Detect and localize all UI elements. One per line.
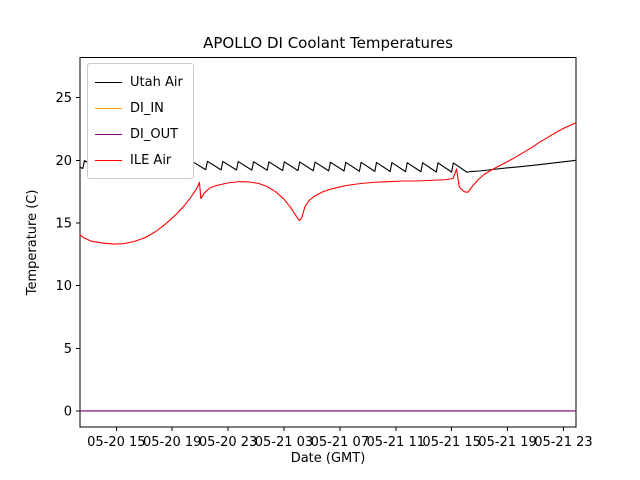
x-tick-label: 05-21 15	[422, 435, 480, 450]
x-tick-label: 05-21 23	[534, 435, 592, 450]
y-tick-label: 25	[55, 91, 72, 106]
legend-item-utah-air: Utah Air	[95, 69, 183, 95]
x-tick-label: 05-21 19	[478, 435, 536, 450]
x-tick-label: 05-21 03	[255, 435, 313, 450]
legend: Utah Air DI_IN DI_OUT ILE Air	[87, 63, 194, 179]
x-tick-label: 05-21 07	[311, 435, 369, 450]
series-line-ile-air	[79, 122, 577, 245]
legend-line-sample-di-in	[95, 107, 122, 109]
y-tick-label: 10	[55, 279, 72, 294]
x-tick-label: 05-20 19	[143, 435, 201, 450]
x-tick-label: 05-20 23	[199, 435, 257, 450]
legend-label-di-out: DI_OUT	[130, 126, 179, 142]
legend-item-di-in: DI_IN	[95, 95, 183, 121]
legend-item-di-out: DI_OUT	[95, 121, 183, 147]
y-tick-label: 0	[64, 404, 72, 419]
x-axis-label: Date (GMT)	[291, 451, 366, 466]
x-tick-label: 05-21 11	[367, 435, 425, 450]
x-tick-label: 05-20 15	[87, 435, 145, 450]
legend-line-sample-di-out	[95, 133, 122, 135]
legend-line-sample-ile-air	[95, 159, 122, 161]
y-tick-label: 5	[64, 342, 72, 357]
legend-label-utah-air: Utah Air	[130, 74, 183, 90]
y-tick-label: 20	[55, 154, 72, 169]
chart-title: APOLLO DI Coolant Temperatures	[203, 34, 453, 52]
legend-label-ile-air: ILE Air	[130, 152, 172, 168]
y-tick-label: 15	[55, 216, 72, 231]
axes-box	[79, 57, 577, 428]
legend-label-di-in: DI_IN	[130, 100, 164, 116]
legend-line-sample-utah-air	[95, 81, 122, 83]
y-axis-label: Temperature (C)	[25, 190, 40, 297]
legend-item-ile-air: ILE Air	[95, 147, 183, 173]
